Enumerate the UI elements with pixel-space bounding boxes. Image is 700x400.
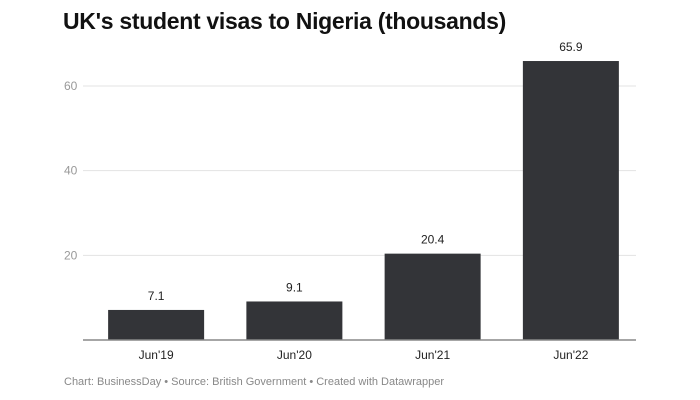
x-tick-label: Jun'21	[415, 348, 450, 362]
y-tick-label: 20	[64, 248, 78, 262]
y-tick-label: 40	[64, 164, 78, 178]
data-label: 9.1	[286, 280, 303, 294]
chart-title: UK's student visas to Nigeria (thousands…	[63, 8, 507, 34]
y-tick-label: 60	[64, 79, 78, 93]
x-tick-label: Jun'19	[139, 348, 174, 362]
bar	[384, 253, 481, 340]
x-tick-label: Jun'20	[277, 348, 312, 362]
bar-chart: 20 40 60 7.1 Jun'19 9.1 Jun'20 20.4 Jun'21 65.9 Ju…	[64, 40, 636, 362]
chart-footer: Chart: BusinessDay • Source: British Gov…	[64, 376, 445, 388]
bar	[246, 301, 343, 340]
data-label: 65.9	[559, 40, 583, 54]
data-label: 7.1	[148, 289, 165, 303]
bar	[522, 61, 619, 340]
x-tick-label: Jun'22	[553, 348, 588, 362]
data-label: 20.4	[421, 233, 445, 247]
bar	[108, 309, 205, 340]
